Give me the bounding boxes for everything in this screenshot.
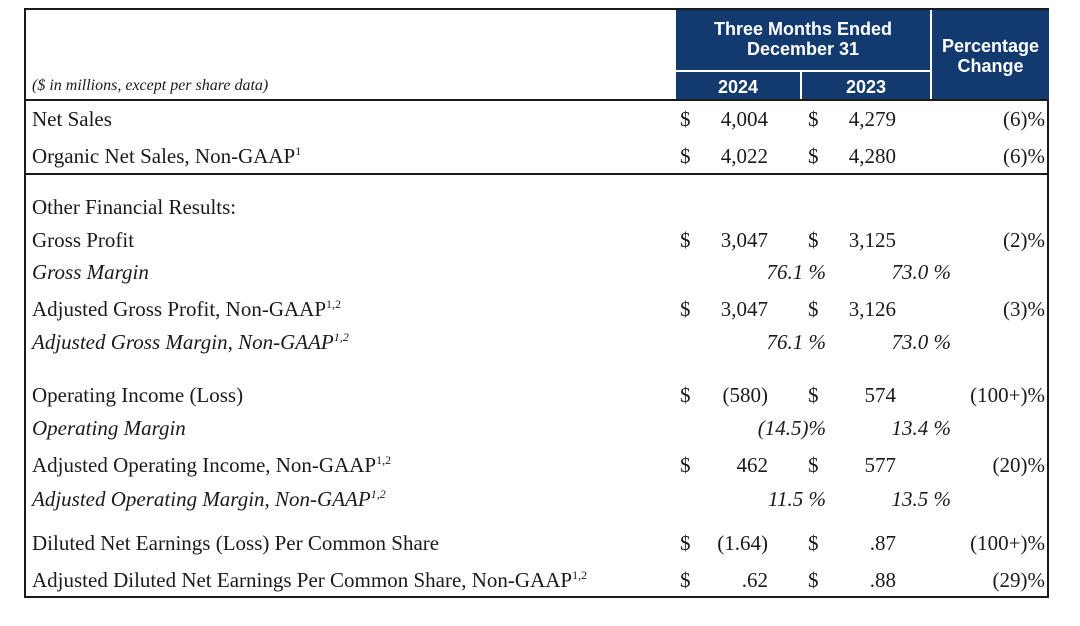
dollar-sign: $: [808, 107, 819, 131]
table-row: Adjusted Gross Profit, Non-GAAP1,2 $ 3,0…: [26, 294, 1047, 324]
row-label: Operating Margin: [32, 416, 186, 440]
dollar-sign: $: [680, 383, 691, 407]
dollar-sign: $: [808, 453, 819, 477]
row-label: Diluted Net Earnings (Loss) Per Common S…: [32, 531, 440, 555]
row-label: Adjusted Operating Margin, Non-GAAP1,2: [32, 487, 386, 511]
percentage-change: (100+)%: [970, 531, 1045, 555]
year-2024-header: 2024: [676, 70, 802, 100]
financial-results-table: Three Months Ended December 31 2024 2023…: [24, 8, 1049, 598]
dollar-sign: $: [680, 568, 691, 592]
dollar-sign: $: [680, 107, 691, 131]
section-divider: [26, 173, 1047, 175]
value-2023: .88: [869, 568, 896, 592]
percentage-change: (29)%: [992, 568, 1045, 592]
table-row: Adjusted Operating Income, Non-GAAP1,2 $…: [26, 450, 1047, 480]
table-row: Operating Margin (14.5)% 13.4 %: [26, 413, 1047, 443]
margin-2024: 11.5 %: [768, 487, 826, 511]
table-row: Net Sales $ 4,004 $ 4,279 (6)%: [26, 104, 1047, 134]
footnote-marker: 1,2: [376, 453, 392, 467]
percentage-change: (6)%: [1003, 144, 1045, 168]
value-2024: 4,022: [720, 144, 768, 168]
footnote-marker: 1,2: [370, 487, 386, 501]
row-label: Gross Profit: [32, 228, 135, 252]
row-label: Adjusted Gross Margin, Non-GAAP1,2: [32, 330, 349, 354]
dollar-sign: $: [808, 383, 819, 407]
row-label: Operating Income (Loss): [32, 383, 244, 407]
table-row: Diluted Net Earnings (Loss) Per Common S…: [26, 528, 1047, 558]
pct-header-line2: Change: [957, 56, 1024, 76]
margin-2023: 73.0 %: [891, 260, 952, 284]
margin-2023: 13.4 %: [891, 416, 952, 440]
table-row: Gross Margin 76.1 % 73.0 %: [26, 257, 1047, 287]
dollar-sign: $: [808, 297, 819, 321]
table-row: Organic Net Sales, Non-GAAP1 $ 4,022 $ 4…: [26, 141, 1047, 171]
header-divider: [26, 99, 1047, 101]
pct-header-line1: Percentage: [941, 36, 1040, 56]
margin-2023: 73.0 %: [891, 330, 952, 354]
dollar-sign: $: [808, 144, 819, 168]
footnote-marker: 1,2: [333, 330, 349, 344]
section-heading: Other Financial Results:: [26, 192, 1047, 222]
row-label: Adjusted Operating Income, Non-GAAP1,2: [32, 453, 392, 477]
value-2024: 3,047: [720, 297, 768, 321]
percentage-change: (100+)%: [970, 383, 1045, 407]
row-label: Other Financial Results:: [32, 195, 237, 219]
table-row: Adjusted Operating Margin, Non-GAAP1,2 1…: [26, 484, 1047, 514]
percentage-change: (6)%: [1003, 107, 1045, 131]
year-2023-header: 2023: [802, 70, 930, 100]
margin-2024: (14.5)%: [757, 416, 826, 440]
footnote-marker: 1,2: [326, 297, 341, 311]
value-2024: (1.64): [717, 531, 768, 555]
value-2023: 3,126: [848, 297, 896, 321]
value-2023: 574: [864, 383, 897, 407]
dollar-sign: $: [808, 568, 819, 592]
dollar-sign: $: [808, 531, 819, 555]
value-2023: 4,279: [848, 107, 896, 131]
period-header-line1: Three Months Ended: [713, 19, 892, 39]
value-2023: 577: [864, 453, 897, 477]
percentage-change-header: Percentage Change: [930, 10, 1049, 100]
value-2024: (580): [722, 383, 769, 407]
period-header: Three Months Ended December 31: [676, 10, 930, 70]
percentage-change: (3)%: [1003, 297, 1045, 321]
footnote-marker: 1,2: [572, 568, 588, 582]
value-2023: 4,280: [848, 144, 896, 168]
dollar-sign: $: [680, 144, 691, 168]
row-label: Organic Net Sales, Non-GAAP1: [32, 144, 302, 168]
period-header-line2: December 31: [746, 39, 860, 59]
table-row: Adjusted Gross Margin, Non-GAAP1,2 76.1 …: [26, 327, 1047, 357]
value-2024: 4,004: [720, 107, 768, 131]
dollar-sign: $: [680, 453, 691, 477]
value-2024: .62: [741, 568, 768, 592]
row-label: Adjusted Gross Profit, Non-GAAP1,2: [32, 297, 341, 321]
percentage-change: (2)%: [1003, 228, 1045, 252]
dollar-sign: $: [680, 228, 691, 252]
row-label: Adjusted Diluted Net Earnings Per Common…: [32, 568, 588, 592]
dollar-sign: $: [680, 297, 691, 321]
row-label: Gross Margin: [32, 260, 149, 284]
table-row: Adjusted Diluted Net Earnings Per Common…: [26, 565, 1047, 595]
table-row: Gross Profit $ 3,047 $ 3,125 (2)%: [26, 225, 1047, 255]
table-row: Operating Income (Loss) $ (580) $ 574 (1…: [26, 380, 1047, 410]
units-note: ($ in millions, except per share data): [32, 77, 269, 94]
margin-2024: 76.1 %: [766, 260, 827, 284]
value-2023: .87: [869, 531, 896, 555]
dollar-sign: $: [680, 531, 691, 555]
value-2024: 3,047: [720, 228, 768, 252]
percentage-change: (20)%: [992, 453, 1045, 477]
margin-2024: 76.1 %: [766, 330, 827, 354]
footnote-marker: 1: [295, 144, 302, 158]
dollar-sign: $: [808, 228, 819, 252]
value-2024: 462: [736, 453, 769, 477]
row-label: Net Sales: [32, 107, 112, 131]
margin-2023: 13.5 %: [891, 487, 952, 511]
value-2023: 3,125: [848, 228, 896, 252]
